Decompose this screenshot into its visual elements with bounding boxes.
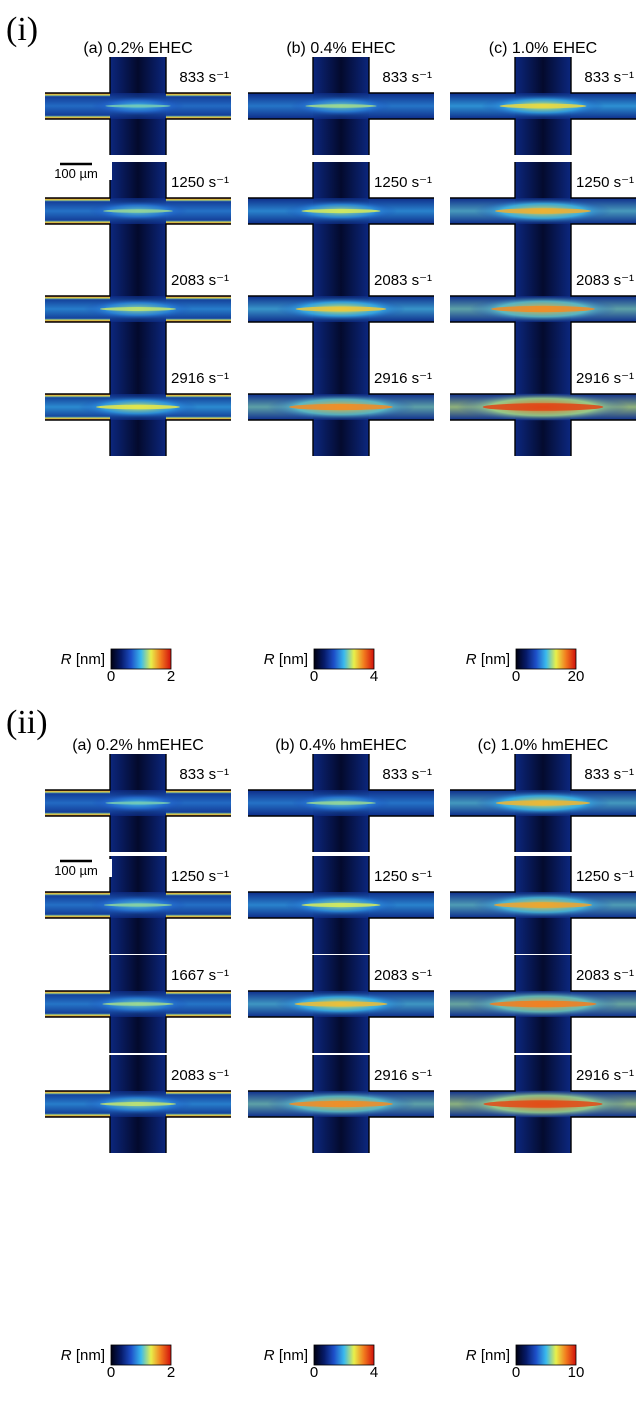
- colorbar-label: R [nm]: [61, 1347, 105, 1364]
- shear-rate-label: 1250 s⁻¹: [171, 868, 229, 885]
- shear-rate-label: 2916 s⁻¹: [171, 370, 229, 387]
- column-title: (b) 0.4% hmEHEC: [275, 737, 407, 754]
- shear-rate-label: 2083 s⁻¹: [171, 272, 229, 289]
- colorbar: [110, 1344, 172, 1366]
- colorbar: [515, 1344, 577, 1366]
- heatmap-cross-1-0-2: [45, 955, 231, 1053]
- colorbar-max: 2: [167, 1364, 175, 1381]
- shear-rate-label: 2916 s⁻¹: [576, 1067, 634, 1084]
- colorbar-label: R [nm]: [466, 651, 510, 668]
- colorbar: [110, 648, 172, 670]
- colorbar-min: 0: [310, 1364, 318, 1381]
- shear-rate-label: 2916 s⁻¹: [374, 370, 432, 387]
- column-title: (a) 0.2% hmEHEC: [72, 737, 204, 754]
- section-1: (ii) (a) 0.2% hmEHEC 833 s⁻¹ 1250 s⁻¹ 1667 s…: [6, 704, 636, 1381]
- column-title: (b) 0.4% EHEC: [286, 40, 395, 57]
- shear-rate-label: 2083 s⁻¹: [576, 272, 634, 289]
- colorbar-max: 10: [568, 1364, 585, 1381]
- colorbar-label: R [nm]: [466, 1347, 510, 1364]
- scale-bar: 100 µm: [52, 859, 112, 878]
- shear-rate-label: 2083 s⁻¹: [374, 272, 432, 289]
- column-1: (b) 0.4% hmEHEC 833 s⁻¹ 1250 s⁻¹ 2083 s⁻¹ 29…: [248, 737, 434, 1381]
- shear-rate-label: 833 s⁻¹: [584, 69, 634, 86]
- shear-rate-label: 1250 s⁻¹: [374, 174, 432, 191]
- column-title: (c) 1.0% hmEHEC: [478, 737, 609, 754]
- colorbar-max: 4: [370, 668, 378, 685]
- colorbar: [313, 1344, 375, 1366]
- column-1: (b) 0.4% EHEC 833 s⁻¹ 1250 s⁻¹ 2083 s⁻¹ 2916…: [248, 40, 434, 685]
- section-0: (i) (a) 0.2% EHEC 833 s⁻¹ 1250 s⁻¹ 2083 s⁻¹ 2…: [6, 11, 636, 685]
- section-label: (ii): [6, 704, 48, 741]
- shear-rate-label: 1667 s⁻¹: [171, 967, 229, 984]
- colorbar-min: 0: [107, 668, 115, 685]
- scale-bar: 100 µm: [52, 162, 112, 181]
- shear-rate-label: 1250 s⁻¹: [374, 868, 432, 885]
- column-2: (c) 1.0% hmEHEC 833 s⁻¹ 1250 s⁻¹ 2083 s⁻¹ 29…: [450, 737, 636, 1381]
- shear-rate-label: 833 s⁻¹: [584, 766, 634, 783]
- shear-rate-label: 2083 s⁻¹: [576, 967, 634, 984]
- colorbar-max: 4: [370, 1364, 378, 1381]
- colorbar-min: 0: [107, 1364, 115, 1381]
- colorbar-min: 0: [512, 668, 520, 685]
- shear-rate-label: 833 s⁻¹: [179, 69, 229, 86]
- shear-rate-label: 833 s⁻¹: [179, 766, 229, 783]
- shear-rate-label: 2916 s⁻¹: [576, 370, 634, 387]
- column-2: (c) 1.0% EHEC 833 s⁻¹ 1250 s⁻¹ 2083 s⁻¹ 2916…: [450, 40, 636, 685]
- column-title: (a) 0.2% EHEC: [83, 40, 192, 57]
- column-title: (c) 1.0% EHEC: [489, 40, 597, 57]
- colorbar-min: 0: [310, 668, 318, 685]
- shear-rate-label: 2083 s⁻¹: [374, 967, 432, 984]
- shear-rate-label: 1250 s⁻¹: [171, 174, 229, 191]
- colorbar-max: 20: [568, 668, 585, 685]
- colorbar-min: 0: [512, 1364, 520, 1381]
- colorbar: [313, 648, 375, 670]
- colorbar-label: R [nm]: [264, 651, 308, 668]
- shear-rate-label: 833 s⁻¹: [382, 69, 432, 86]
- shear-rate-label: 2916 s⁻¹: [374, 1067, 432, 1084]
- colorbar-max: 2: [167, 668, 175, 685]
- colorbar-label: R [nm]: [264, 1347, 308, 1364]
- scale-bar-label: 100 µm: [54, 166, 98, 181]
- shear-rate-label: 1250 s⁻¹: [576, 174, 634, 191]
- section-label: (i): [6, 11, 38, 48]
- shear-rate-label: 1250 s⁻¹: [576, 868, 634, 885]
- shear-rate-label: 2083 s⁻¹: [171, 1067, 229, 1084]
- colorbar-label: R [nm]: [61, 651, 105, 668]
- scale-bar-label: 100 µm: [54, 863, 98, 878]
- column-0: (a) 0.2% EHEC 833 s⁻¹ 1250 s⁻¹ 2083 s⁻¹ 2916…: [45, 40, 231, 685]
- colorbar: [515, 648, 577, 670]
- shear-rate-label: 833 s⁻¹: [382, 766, 432, 783]
